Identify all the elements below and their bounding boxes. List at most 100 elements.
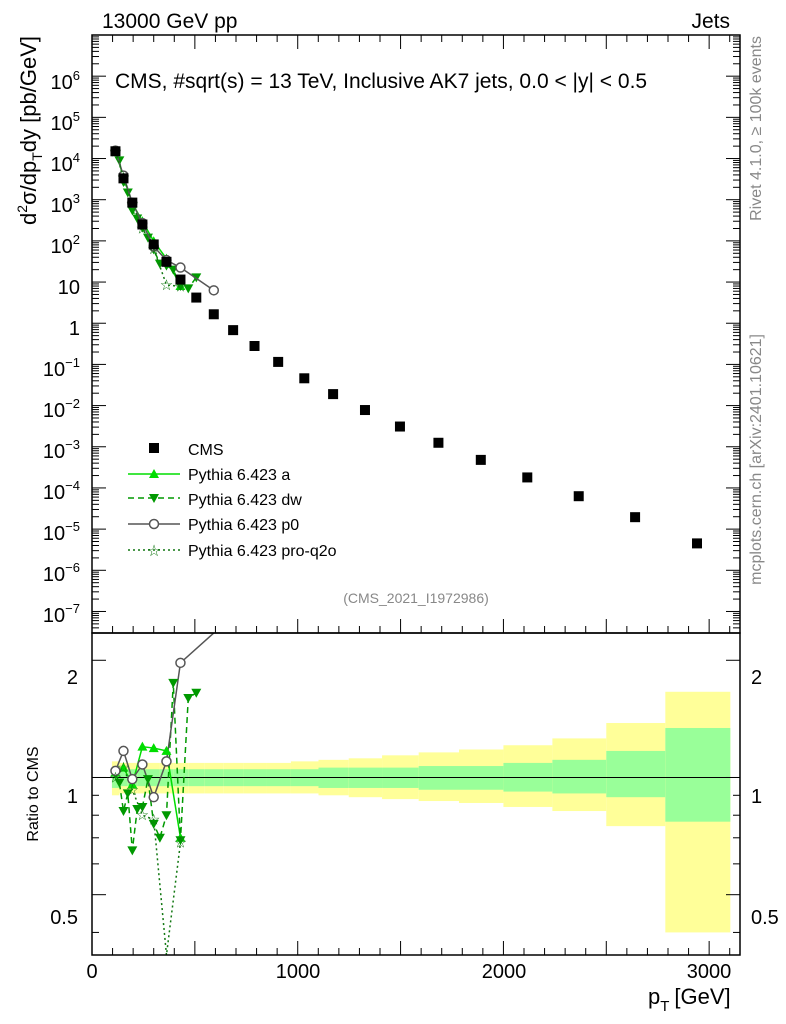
ratio-point-pythia-6-423-pro-q2o-2: ☆	[126, 781, 139, 799]
y-tick-label-1e-5: 10−5	[43, 519, 80, 545]
ratio-point-pythia-6-423-pro-q2o-3: ☆	[136, 806, 149, 824]
ratio-point-pythia-6-423-p0-0	[110, 765, 121, 777]
y-tick-label-1: 1	[69, 318, 80, 340]
ratio-point-pythia-6-423-dw-12	[175, 836, 186, 846]
ratio-point-pythia-6-423-p0-3	[137, 759, 148, 770]
point-cms-11	[273, 356, 284, 367]
point-pythia-6-423-dw-7	[142, 233, 153, 243]
point-cms-13	[328, 389, 339, 400]
y-tick-label-1e-2: 10−2	[43, 396, 80, 422]
y-tick-labels: 10−7 10−6 10−5 10−4 10−3 10−2 10−1 1 10 …	[43, 68, 80, 627]
band-inner-21	[665, 727, 731, 822]
ratio-point-pythia-6-423-p0-2	[127, 773, 138, 785]
point-cms-5	[161, 256, 172, 267]
uncertainty-bands	[92, 691, 740, 933]
point-cms-7	[191, 292, 202, 303]
point-cms-0	[110, 146, 121, 157]
analysis-id: (CMS_2021_I1972986)	[343, 590, 489, 606]
ratio-point-pythia-6-423-a-3	[137, 741, 148, 751]
ratio-point-pythia-6-423-pro-q2o-0: ☆	[109, 768, 122, 786]
point-pythia-6-423-p0-7	[208, 285, 220, 296]
ratio-point-pythia-6-423-dw-10	[161, 811, 172, 821]
point-cms-4	[148, 239, 159, 250]
ratio-point-pythia-6-423-dw-2	[118, 807, 129, 817]
point-pythia-6-423-dw-3	[122, 188, 133, 198]
ratio-tick-1-right: 1	[751, 786, 762, 808]
legend-dw-label: Pythia 6.423 dw	[188, 492, 302, 509]
y-tick-label-1e-4: 10−4	[43, 478, 80, 504]
point-pythia-6-423-dw-13	[183, 284, 194, 294]
point-cms-8	[208, 309, 219, 320]
point-cms-15	[394, 421, 405, 432]
ratio-point-pythia-6-423-dw-1	[114, 778, 125, 788]
axis-ticks	[91, 34, 740, 955]
point-cms-17	[475, 454, 486, 465]
point-cms-18	[522, 472, 533, 483]
ratio-point-pythia-6-423-dw-4	[127, 846, 138, 856]
ratio-point-pythia-6-423-pro-q2o-6: ☆	[174, 834, 187, 852]
ratio-point-pythia-6-423-pro-q2o-1: ☆	[117, 759, 130, 777]
x-tick-label-0: 0	[86, 961, 97, 983]
ratio-plot-frame	[91, 632, 741, 956]
x-tick-label-2000: 2000	[482, 961, 527, 983]
point-cms-16	[433, 437, 444, 448]
ratio-point-pythia-6-423-dw-14	[191, 688, 202, 698]
legend-pro-q2o-label: Pythia 6.423 pro-q2o	[188, 543, 337, 560]
legend-p0-marker	[148, 518, 160, 530]
legend-cms-label: CMS	[188, 442, 224, 459]
x-tick-label-1000: 1000	[276, 961, 321, 983]
ratio-point-pythia-6-423-p0-1	[118, 745, 129, 757]
ratio-point-pythia-6-423-a-5	[161, 745, 172, 755]
point-cms-2	[127, 197, 138, 208]
point-pythia-6-423-p0-6	[175, 262, 186, 273]
y-tick-label-1e6: 106	[51, 68, 80, 94]
y-tick-label-1e5: 105	[51, 109, 80, 135]
ratio-line-pythia-6-423-dw	[114, 682, 197, 851]
plot-title: CMS, #sqrt(s) = 13 TeV, Inclusive AK7 je…	[115, 70, 647, 93]
legend-a-marker	[149, 469, 159, 478]
ratio-point-pythia-6-423-dw-3	[122, 789, 133, 799]
point-cms-3	[137, 219, 148, 230]
point-cms-20	[630, 512, 641, 523]
band-inner-19	[552, 759, 607, 794]
legend: CMS Pythia 6.423 a Pythia 6.423 dw Pythi…	[128, 442, 337, 560]
y-tick-label-1e-7: 10−7	[43, 601, 80, 627]
band-inner-20	[606, 750, 666, 798]
y-tick-label-10: 10	[58, 277, 80, 299]
header-right: Jets	[691, 10, 730, 33]
y-tick-label-1e-6: 10−6	[43, 560, 80, 586]
ratio-tick-1-left: 1	[67, 786, 78, 808]
point-cms-21	[692, 538, 703, 549]
ratio-tick-0.5-left: 0.5	[50, 907, 78, 929]
ratio-point-pythia-6-423-dw-11	[168, 678, 179, 688]
series-cms	[110, 146, 703, 549]
x-axis-label: pT [GeV]	[648, 984, 731, 1015]
ratio-point-pythia-6-423-dw-5	[132, 804, 143, 814]
ratio-tick-2-right: 2	[751, 667, 762, 689]
x-tick-label-3000: 3000	[687, 961, 732, 983]
ratio-point-pythia-6-423-p0-5	[161, 756, 172, 767]
y-tick-label-1e3: 103	[51, 191, 80, 217]
y-tick-label-1e4: 104	[51, 150, 80, 176]
mcplots-label: mcplots.cern.ch [arXiv:2401.10621]	[748, 334, 765, 585]
point-cms-14	[359, 405, 370, 416]
point-cms-19	[573, 491, 584, 502]
y-axis-label: d2σ/dpTdy [pb/GeV]	[14, 36, 45, 225]
point-cms-6	[175, 274, 186, 285]
y-tick-label-1e-1: 10−1	[43, 355, 80, 381]
y-tick-label-1e-3: 10−3	[43, 437, 80, 463]
ratio-point-pythia-6-423-pro-q2o-4: ☆	[147, 810, 160, 828]
rivet-label: Rivet 4.1.0, ≥ 100k events	[748, 36, 765, 221]
ratio-point-pythia-6-423-a-4	[148, 743, 159, 753]
ratio-point-pythia-6-423-dw-9	[154, 833, 165, 843]
ratio-point-pythia-6-423-dw-13	[183, 694, 194, 704]
ratio-point-pythia-6-423-dw-8	[148, 819, 159, 829]
point-cms-1	[118, 173, 129, 184]
ratio-axis-label: Ratio to CMS	[25, 746, 42, 841]
main-series: ☆☆☆☆☆☆☆	[109, 142, 703, 549]
y-tick-label-1e2: 102	[51, 232, 80, 258]
legend-cms-marker	[149, 443, 159, 453]
point-cms-12	[299, 373, 310, 384]
ratio-point-pythia-6-423-a-1	[118, 762, 129, 772]
